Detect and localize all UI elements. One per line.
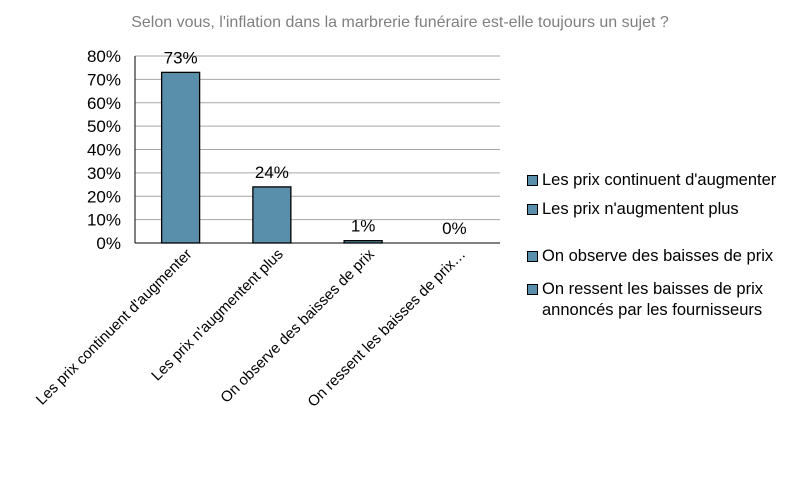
y-tick-label: 50% (87, 117, 121, 136)
data-label: 73% (164, 48, 198, 67)
data-label: 0% (442, 219, 467, 238)
legend: Les prix continuent d'augmenter Les prix … (527, 170, 795, 321)
legend-item: On observe des baisses de prix (527, 246, 795, 267)
y-tick-label: 70% (87, 70, 121, 89)
y-tick-label: 0% (96, 234, 121, 253)
legend-label: Les prix continuent d'augmenter (542, 171, 777, 189)
y-tick-label: 20% (87, 187, 121, 206)
chart-title: Selon vous, l'inflation dans la marbreri… (131, 14, 669, 31)
legend-label: Les prix n'augmentent plus (542, 200, 739, 218)
legend-label: On ressent les baisses de prix annoncés … (542, 280, 764, 319)
x-category-label: On observe des baisses de prix (217, 245, 378, 406)
legend-item: Les prix n'augmentent plus (527, 199, 795, 220)
legend-swatch (527, 284, 538, 295)
legend-swatch (527, 204, 538, 215)
data-label: 1% (351, 217, 376, 236)
bar (343, 240, 383, 244)
y-tick-label: 40% (87, 141, 121, 160)
legend-label: On observe des baisses de prix (542, 247, 774, 265)
y-tick-label: 10% (87, 211, 121, 230)
legend-swatch (527, 251, 538, 262)
y-tick-label: 30% (87, 164, 121, 183)
y-tick-label: 60% (87, 94, 121, 113)
x-category-label: On ressent les baisses de prix… (304, 246, 469, 411)
bar (160, 71, 201, 244)
legend-swatch (527, 175, 538, 186)
x-category-label: Les prix continuent d'augmenter (33, 246, 196, 409)
data-label: 24% (255, 163, 289, 182)
bar (252, 186, 292, 244)
legend-item: On ressent les baisses de prix annoncés … (527, 279, 795, 321)
legend-item: Les prix continuent d'augmenter (527, 170, 795, 191)
y-tick-label: 80% (87, 47, 121, 66)
